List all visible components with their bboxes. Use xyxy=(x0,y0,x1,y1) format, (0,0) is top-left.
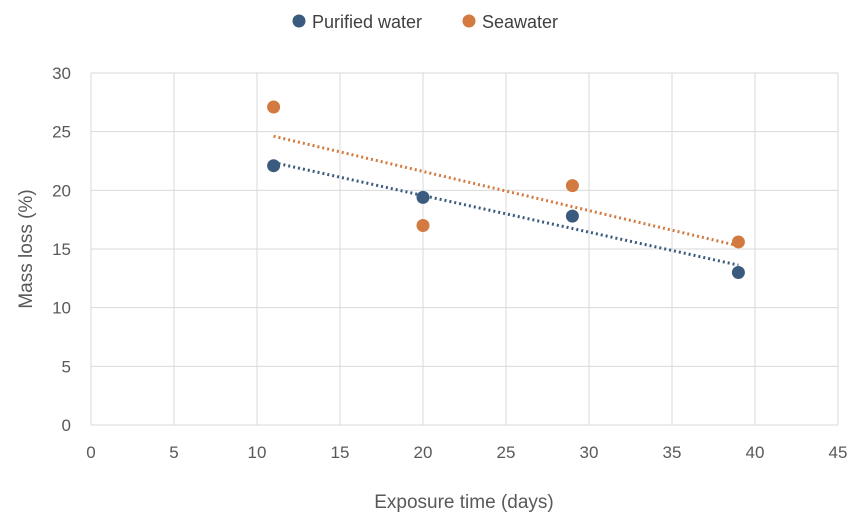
x-tick-label: 20 xyxy=(414,443,433,462)
data-point-seawater xyxy=(731,235,745,249)
data-point-purified-water xyxy=(267,159,281,173)
x-tick-label: 40 xyxy=(746,443,765,462)
y-tick-label: 0 xyxy=(62,416,71,435)
data-point-seawater xyxy=(565,179,579,193)
trendline-purified-water xyxy=(273,161,739,267)
x-tick-label: 35 xyxy=(663,443,682,462)
x-tick-label: 45 xyxy=(829,443,848,462)
x-tick-label: 0 xyxy=(86,443,95,462)
y-tick-label: 5 xyxy=(62,357,71,376)
data-point-purified-water xyxy=(565,209,579,223)
y-tick-label: 10 xyxy=(52,299,71,318)
y-tick-label: 30 xyxy=(52,64,71,83)
x-tick-label: 30 xyxy=(580,443,599,462)
trendlines xyxy=(273,134,739,267)
x-tick-label: 10 xyxy=(248,443,267,462)
y-tick-label: 25 xyxy=(52,123,71,142)
data-point-seawater xyxy=(267,100,281,114)
x-tick-label: 5 xyxy=(169,443,178,462)
data-point-purified-water xyxy=(731,265,745,279)
y-axis-title: Mass loss (%) xyxy=(16,189,37,308)
x-axis-title: Exposure time (days) xyxy=(374,492,554,513)
gridlines xyxy=(90,72,839,426)
legend-marker-seawater xyxy=(462,14,476,28)
x-tick-label: 15 xyxy=(331,443,350,462)
legend: Purified water Seawater xyxy=(292,12,558,32)
x-tick-label: 25 xyxy=(497,443,516,462)
legend-marker-purified-water xyxy=(292,14,306,28)
data-point-seawater xyxy=(416,219,430,233)
y-axis-ticks: 0 5 10 15 20 25 30 xyxy=(52,64,71,435)
y-tick-label: 20 xyxy=(52,181,71,200)
legend-label-purified-water: Purified water xyxy=(312,12,422,32)
x-axis-ticks: 0 5 10 15 20 25 30 35 40 45 xyxy=(86,443,847,462)
y-tick-label: 15 xyxy=(52,240,71,259)
data-point-purified-water xyxy=(416,190,430,204)
legend-label-seawater: Seawater xyxy=(482,12,558,32)
data-points xyxy=(267,100,745,279)
